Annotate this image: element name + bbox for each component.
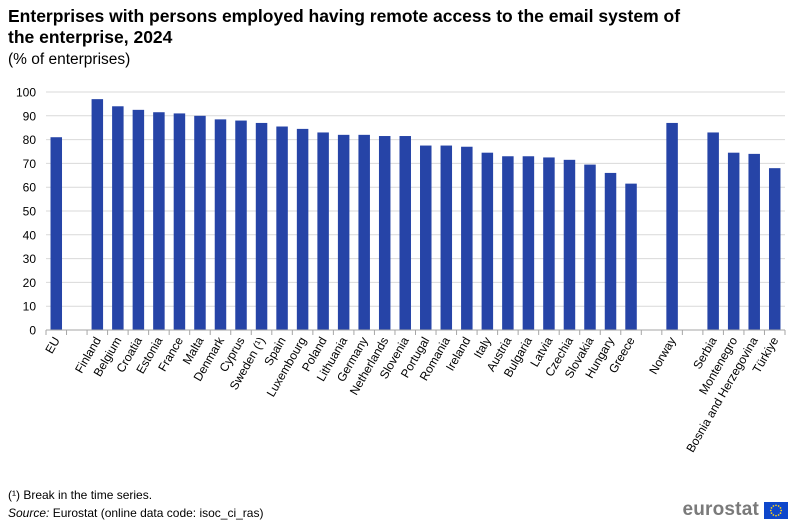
source-label: Source: [8,506,50,520]
bar [420,145,432,330]
eu-flag-icon [764,501,788,519]
bar [194,115,206,330]
y-tick-label: 40 [23,228,37,242]
bar [317,132,329,330]
bar [604,172,617,330]
flag-star [777,504,780,507]
bar [625,183,637,330]
bar [235,120,247,330]
chart-title: Enterprises with persons employed having… [8,6,681,47]
flag-star [775,514,777,517]
source-note: Source: Eurostat (online data code: isoc… [8,506,263,520]
bar [173,113,186,330]
bar [112,106,124,330]
y-tick-label: 80 [23,133,37,147]
y-tick-label: 90 [23,109,37,123]
y-tick-label: 70 [23,157,37,171]
y-tick-label: 60 [23,181,37,195]
y-tick-label: 100 [16,86,36,100]
bar [50,137,63,330]
flag-star [772,504,775,507]
footnote: (¹) Break in the time series. [8,488,153,502]
flag-star [780,509,783,511]
flag-star [769,509,772,511]
bar [727,152,740,330]
bar [296,128,309,330]
bar [768,168,781,330]
x-tick-label: Norway [646,335,678,377]
flag-star [775,503,777,506]
bar [461,146,473,330]
bar [481,152,494,330]
eurostat-logo: eurostat [682,499,788,521]
bar [563,159,576,330]
bar [358,134,370,330]
flag-star [777,513,780,516]
bar [132,109,145,330]
bar [378,136,391,330]
flag-background [764,501,788,519]
y-tick-label: 0 [29,324,36,338]
bar [748,153,760,330]
logo-text: eurostat [682,499,759,520]
bar [153,112,165,330]
source-text: Eurostat (online data code: isoc_ci_ras) [49,506,264,520]
bar [399,136,411,330]
chart-subtitle: (% of enterprises) [8,51,131,68]
y-tick-label: 50 [23,205,37,219]
bar [543,157,555,330]
y-tick-label: 30 [23,252,37,266]
bar [666,122,678,330]
bar [255,122,268,330]
bar [584,164,596,330]
bar [440,145,453,330]
bar [214,119,227,331]
bar [337,134,350,330]
bar [502,156,514,330]
flag-star [770,511,773,514]
bar [276,126,288,330]
flag-star [770,506,773,509]
flag-star [779,506,782,509]
bar [707,132,719,330]
y-tick-label: 20 [23,276,37,290]
flag-star [779,511,782,514]
x-tick-label: EU [42,335,62,356]
flag-star [772,513,775,516]
bar [91,99,104,330]
y-tick-label: 10 [23,300,37,314]
bar [522,156,535,330]
